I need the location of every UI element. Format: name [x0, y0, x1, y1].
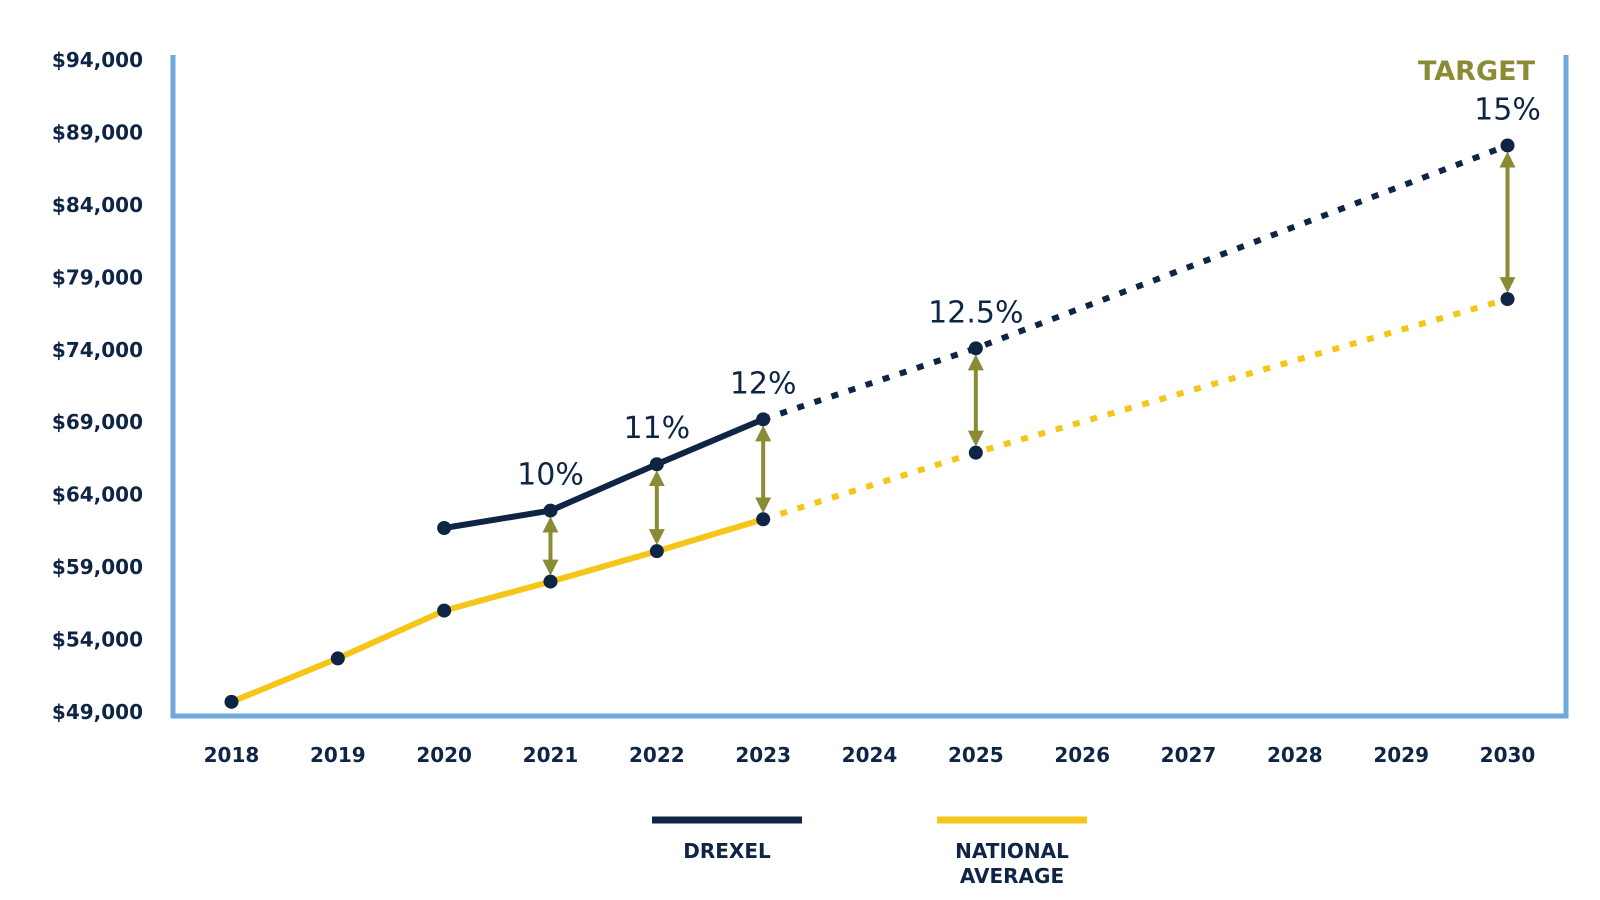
national-point — [968, 445, 983, 460]
y-tick-label: $74,000 — [52, 338, 143, 362]
series-markers — [224, 138, 1515, 709]
drexel-point — [543, 503, 558, 518]
y-tick-label: $94,000 — [52, 48, 143, 72]
percent-label: 11% — [623, 411, 690, 446]
national-projected-line — [762, 296, 1509, 523]
x-tick-label: 2018 — [204, 743, 260, 767]
gap-arrows — [542, 151, 1516, 576]
legend-label: NATIONAL AVERAGE — [955, 839, 1069, 888]
national-point — [649, 544, 664, 559]
y-tick-label: $64,000 — [52, 483, 143, 507]
x-tick-label: 2026 — [1054, 743, 1110, 767]
percent-label: 12.5% — [928, 295, 1023, 330]
x-axis: 2018 2019 2020 2021 2022 2023 2024 2025 2026 2027… — [204, 743, 1536, 767]
x-tick-label: 2029 — [1373, 743, 1429, 767]
percent-label: 12% — [730, 366, 797, 401]
national-point — [1500, 292, 1515, 307]
y-tick-label: $89,000 — [52, 120, 143, 144]
series-lines — [230, 142, 1509, 705]
y-tick-label: $59,000 — [52, 555, 143, 579]
x-tick-label: 2023 — [735, 743, 791, 767]
legend: DREXEL NATIONAL AVERAGE — [652, 816, 1087, 888]
x-tick-label: 2027 — [1161, 743, 1217, 767]
drexel-point — [1500, 138, 1515, 153]
target-label: TARGET — [1418, 56, 1536, 87]
y-tick-label: $79,000 — [52, 265, 143, 289]
x-tick-label: 2028 — [1267, 743, 1323, 767]
x-tick-label: 2022 — [629, 743, 685, 767]
national-point — [224, 694, 239, 709]
national-point — [756, 512, 771, 527]
drexel-point — [649, 457, 664, 472]
y-tick-label: $69,000 — [52, 410, 143, 434]
legend-label-line: NATIONAL — [955, 839, 1069, 863]
drexel-projected-line — [762, 142, 1509, 423]
legend-label-line: DREXEL — [683, 839, 771, 863]
plot-frame — [170, 55, 1569, 719]
national-actual-line — [230, 516, 765, 705]
drexel-actual-line — [443, 416, 765, 531]
drexel-point — [756, 412, 771, 427]
percent-annotations: TARGET 10% 11% 12% 12.5% 15% — [517, 56, 1541, 493]
legend-label-line: AVERAGE — [960, 864, 1064, 888]
x-tick-label: 2030 — [1480, 743, 1536, 767]
x-tick-label: 2021 — [523, 743, 579, 767]
x-tick-label: 2025 — [948, 743, 1004, 767]
y-tick-label: $54,000 — [52, 628, 143, 652]
percent-label: 10% — [517, 458, 584, 493]
y-tick-label: $49,000 — [52, 700, 143, 724]
x-tick-label: 2019 — [310, 743, 366, 767]
drexel-point — [437, 520, 452, 535]
x-tick-label: 2024 — [842, 743, 898, 767]
legend-label: DREXEL — [683, 839, 771, 863]
drexel-point — [968, 341, 983, 356]
national-point — [543, 574, 558, 589]
y-axis: $94,000 $89,000 $84,000 $79,000 $74,000 $69,0… — [52, 48, 143, 724]
x-tick-label: 2020 — [416, 743, 472, 767]
y-tick-label: $84,000 — [52, 193, 143, 217]
national-point — [330, 651, 345, 666]
percent-label: 15% — [1474, 92, 1541, 127]
national-point — [437, 603, 452, 618]
